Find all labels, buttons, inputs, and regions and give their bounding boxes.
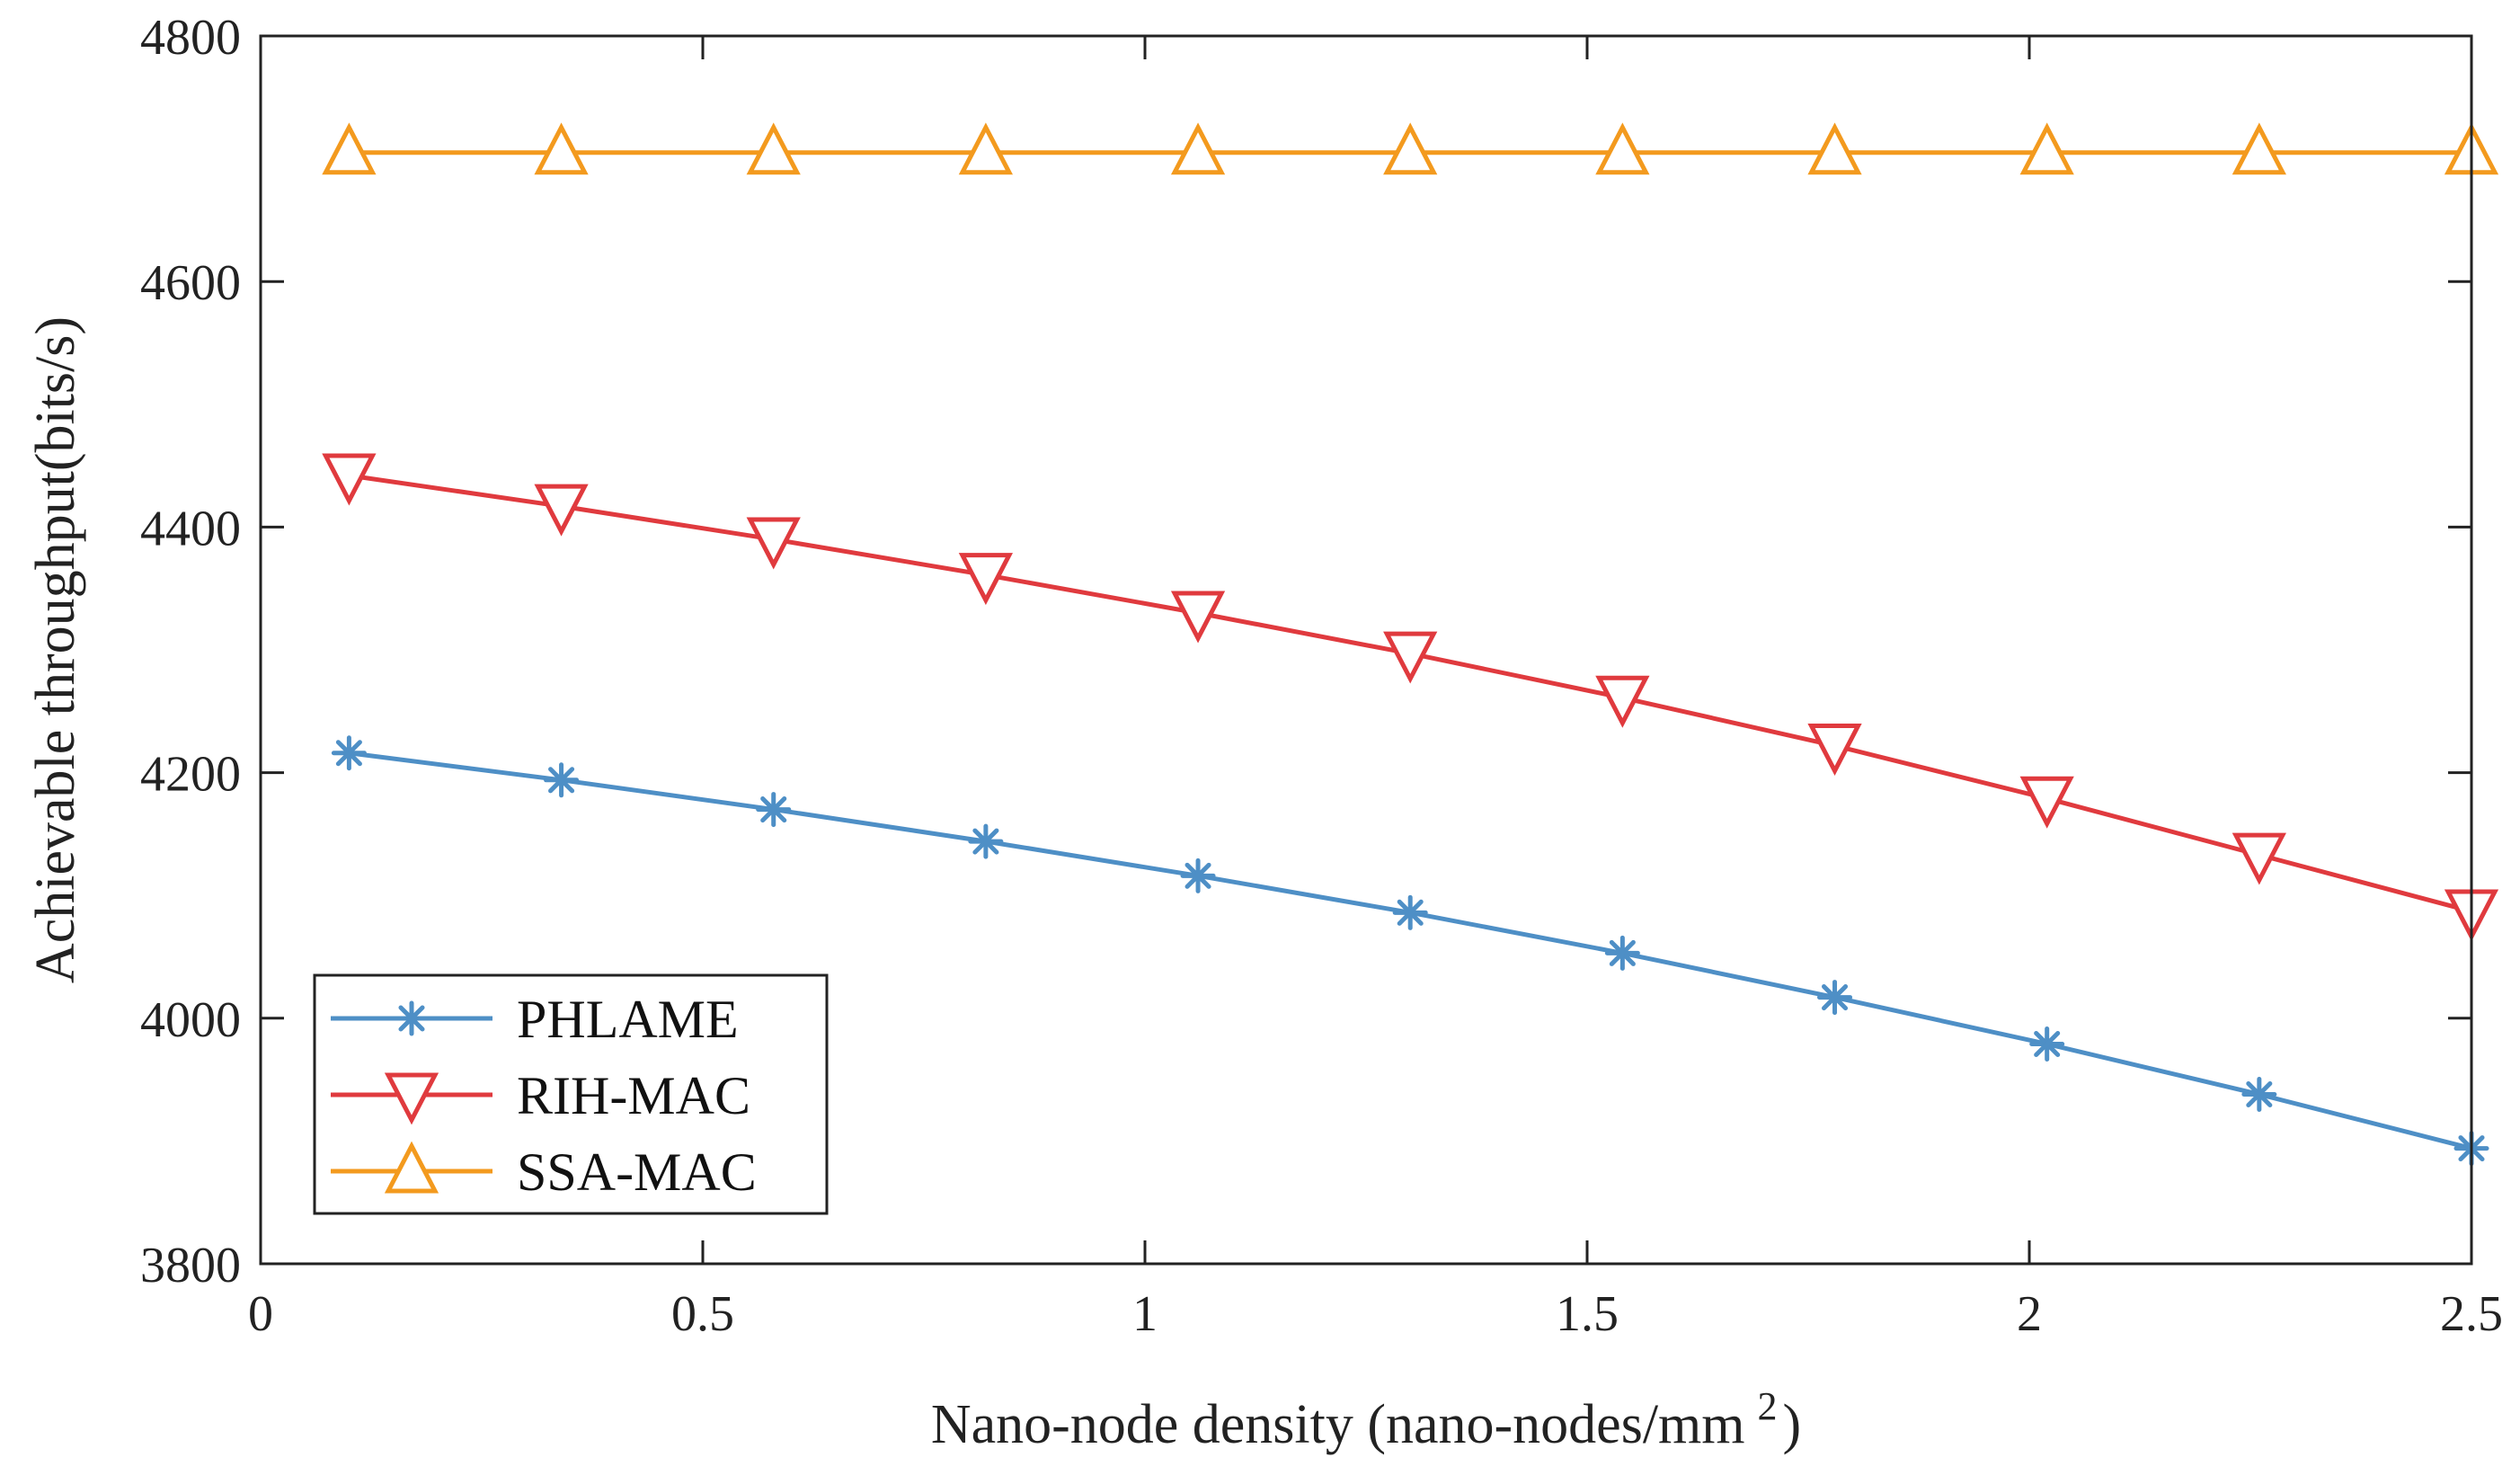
legend-marker-rih-mac: [384, 1072, 439, 1125]
y-tick-label: 4200: [140, 747, 241, 803]
data-point-ssa-mac: [534, 122, 589, 175]
data-point-ssa-mac: [1595, 122, 1650, 175]
data-point-phlame: [2241, 1076, 2277, 1112]
x-tick-label: 0: [248, 1286, 273, 1342]
x-axis-title-superscript: 2: [1758, 1384, 1778, 1428]
data-point-ssa-mac: [322, 122, 377, 175]
data-point-rih-mac: [2232, 832, 2286, 885]
data-point-ssa-mac: [2232, 122, 2286, 175]
legend-label-ssa-mac: SSA-MAC: [517, 1142, 757, 1202]
y-axis-title: Achievable throughput(bits/s): [25, 316, 86, 983]
data-point-rih-mac: [2019, 776, 2074, 829]
legend-entry-ssa-mac: SSA-MAC: [331, 1141, 757, 1202]
data-point-ssa-mac: [958, 122, 1013, 175]
data-point-phlame: [1604, 935, 1640, 971]
x-tick-label: 1: [1132, 1286, 1158, 1342]
data-point-ssa-mac: [1383, 122, 1438, 175]
x-tick-label: 1.5: [1556, 1286, 1619, 1342]
data-point-rih-mac: [958, 553, 1013, 606]
y-tick-label: 4800: [140, 10, 241, 66]
ticks-layer: 0 0.5 1 1.5 2 2.5 3800 4000 4200 4400 4600 4800: [140, 10, 2503, 1342]
x-tick-label: 2.5: [2440, 1286, 2503, 1342]
legend-entries: PHLAME RIH-MAC SSA-MAC: [331, 990, 757, 1202]
y-tick-label: 4400: [140, 501, 241, 556]
x-tick-label: 0.5: [671, 1286, 734, 1342]
data-point-phlame: [1392, 894, 1428, 930]
x-axis-title-main: Nano-node density (nano-nodes/mm: [931, 1394, 1745, 1455]
data-point-rih-mac: [1383, 631, 1438, 684]
data-point-phlame: [1180, 858, 1216, 893]
x-axis-title: Nano-node density (nano-nodes/mm 2): [931, 1384, 1801, 1455]
data-point-rih-mac: [746, 517, 801, 570]
data-point-phlame: [2029, 1026, 2065, 1062]
series-layer: [322, 122, 2499, 1167]
legend-label-phlame: PHLAME: [517, 990, 739, 1049]
series-rih-mac: [322, 453, 2499, 942]
x-axis-title-suffix: ): [1783, 1394, 1802, 1455]
data-point-ssa-mac: [2019, 122, 2074, 175]
data-point-phlame: [968, 823, 1004, 859]
legend-entry-phlame: PHLAME: [331, 990, 739, 1049]
data-point-phlame: [1817, 980, 1853, 1016]
data-point-phlame: [756, 792, 792, 828]
plot-frame: [259, 34, 2473, 1266]
y-tick-label: 4000: [140, 992, 241, 1048]
data-point-ssa-mac: [1807, 122, 1862, 175]
legend-label-rih-mac: RIH-MAC: [517, 1066, 750, 1125]
data-point-rih-mac: [534, 484, 589, 537]
x-tick-label: 2: [2017, 1286, 2042, 1342]
data-point-rih-mac: [1170, 591, 1226, 644]
legend: PHLAME RIH-MAC SSA-MAC: [313, 973, 829, 1215]
data-point-rih-mac: [1595, 675, 1650, 728]
legend-entry-rih-mac: RIH-MAC: [331, 1066, 750, 1125]
series-phlame: [331, 735, 2489, 1167]
data-point-rih-mac: [322, 453, 377, 506]
data-point-ssa-mac: [1170, 122, 1226, 175]
data-point-rih-mac: [1807, 724, 1862, 776]
series-ssa-mac: [322, 122, 2499, 175]
data-point-phlame: [331, 735, 367, 771]
y-tick-label: 3800: [140, 1238, 241, 1293]
data-point-ssa-mac: [746, 122, 801, 175]
y-tick-label: 4600: [140, 255, 241, 311]
legend-marker-phlame: [394, 1000, 430, 1036]
legend-marker-ssa-mac: [384, 1141, 439, 1194]
data-point-phlame: [544, 762, 580, 798]
